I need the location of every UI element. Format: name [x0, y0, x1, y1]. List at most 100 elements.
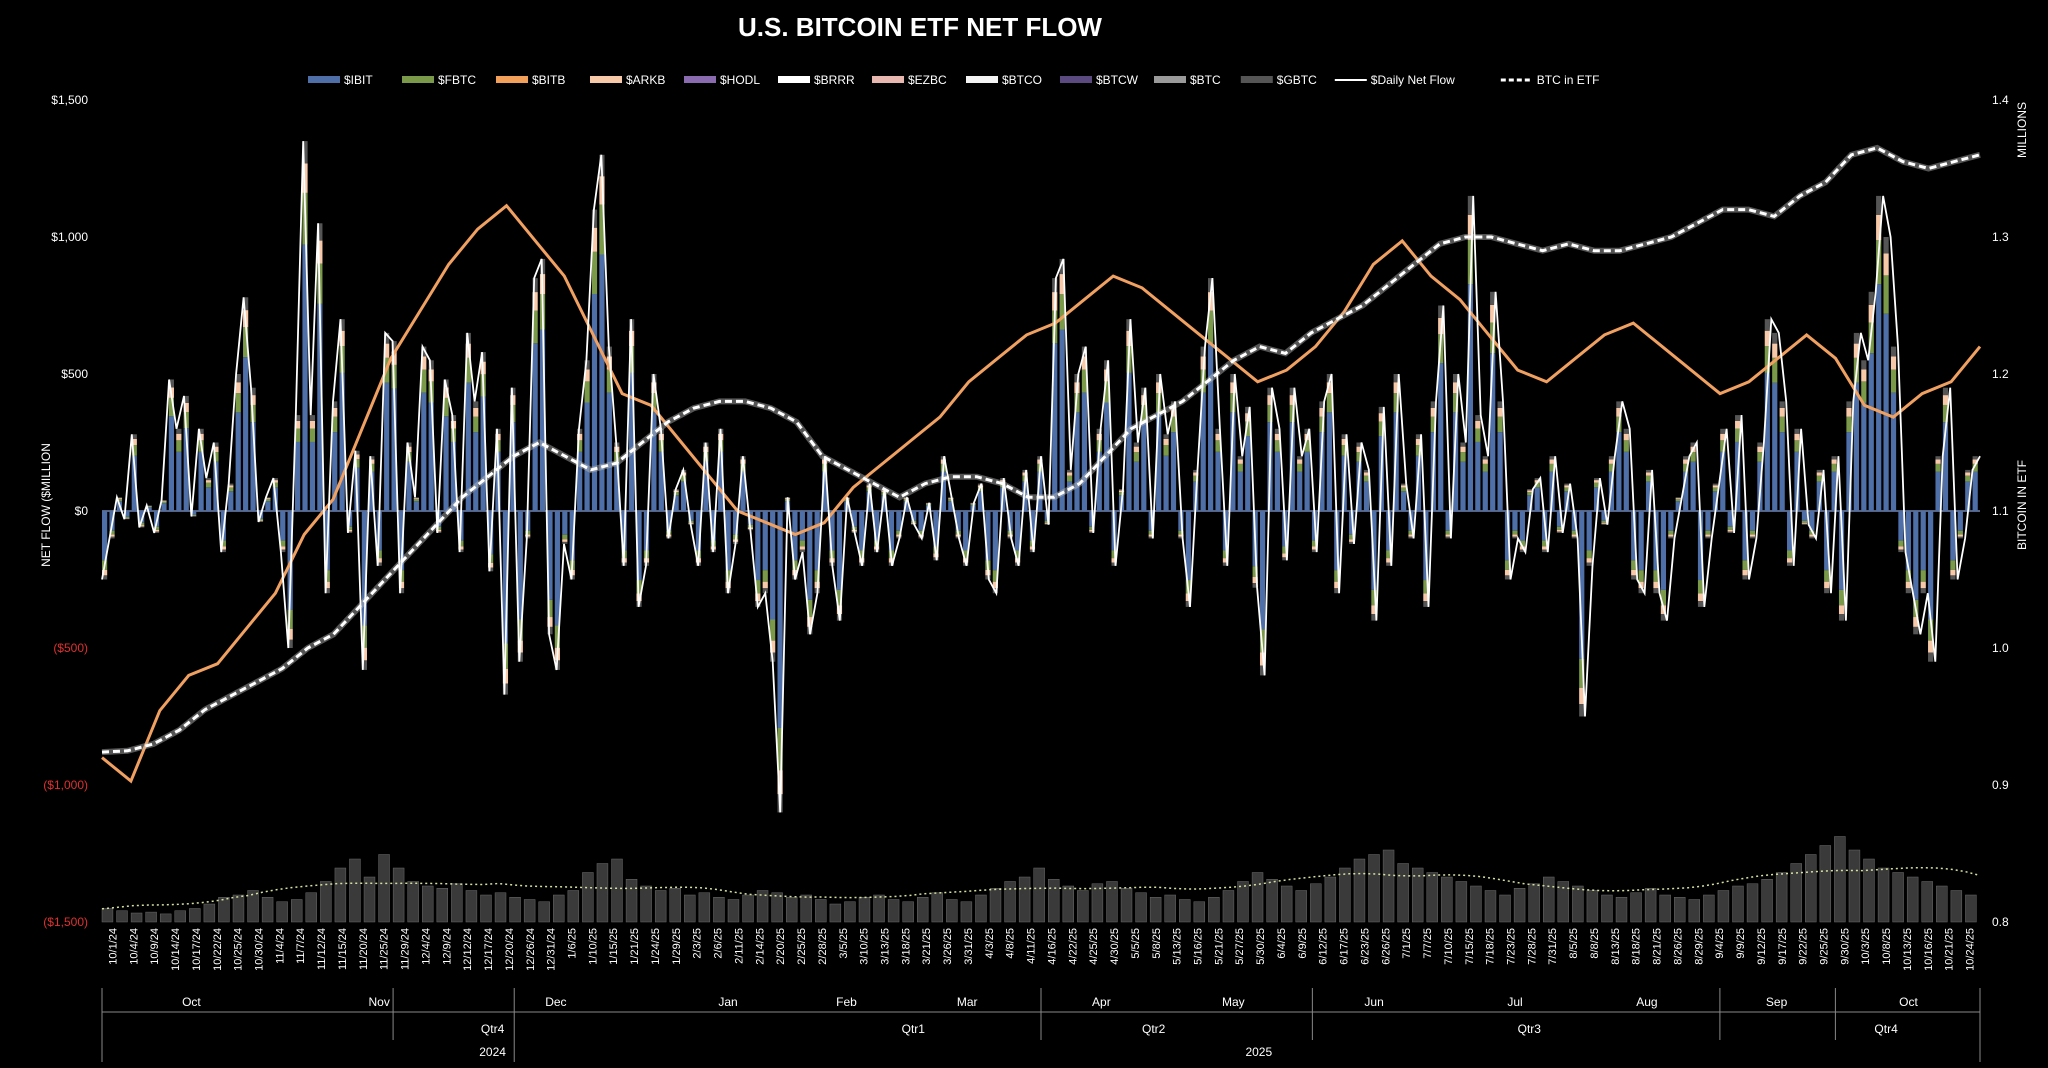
x-tick-label: 11/4/24 — [274, 928, 286, 964]
bar-other — [1564, 483, 1570, 486]
x-tick-label: 4/30/25 — [1109, 928, 1121, 965]
bar-fbtc — [421, 369, 427, 393]
x-tick-label: 2/25/25 — [796, 928, 808, 965]
volume-bar — [1179, 899, 1191, 923]
bar-fbtc — [577, 440, 583, 452]
bar-ibit — [398, 511, 405, 571]
bar-ibit — [1081, 392, 1088, 511]
bar-fbtc — [1371, 589, 1377, 606]
legend-swatch — [684, 76, 716, 83]
bar-fbtc — [1193, 475, 1199, 482]
bar-ibit — [1824, 511, 1830, 571]
bar-arkb — [1156, 382, 1162, 394]
x-tick-label: 1/29/25 — [671, 928, 683, 965]
volume-bar — [363, 876, 376, 923]
x-tick-label: 2/14/25 — [754, 928, 766, 965]
bar-arkb — [1683, 459, 1689, 464]
bar-fbtc — [1349, 534, 1355, 540]
bar-fbtc — [1237, 463, 1243, 472]
bar-arkb — [161, 500, 167, 502]
bar-arkb — [131, 438, 137, 446]
bar-ibit — [1074, 412, 1080, 511]
bar-ibit — [955, 511, 961, 531]
volume-bar — [1877, 867, 1890, 923]
bar-ibit — [1319, 432, 1325, 511]
volume-bar — [1441, 876, 1453, 923]
bar-other — [799, 549, 805, 553]
bar-ibit — [1185, 511, 1191, 581]
bar-fbtc — [963, 550, 969, 559]
legend-label: $FBTC — [438, 73, 476, 87]
x-tick-label: 10/3/25 — [1860, 928, 1872, 965]
bar-other — [1846, 401, 1852, 408]
bar-fbtc — [1148, 530, 1154, 535]
legend-swatch — [1240, 76, 1273, 83]
volume-bar — [203, 903, 216, 923]
bar-fbtc — [1594, 482, 1600, 488]
legend-swatch — [1154, 76, 1186, 83]
legend-label: $GBTC — [1277, 73, 1317, 87]
volume-bar — [596, 863, 609, 923]
bar-arkb — [1066, 472, 1073, 476]
bar-arkb — [799, 546, 805, 550]
bar-fbtc — [1890, 369, 1897, 393]
month-label: Nov — [369, 995, 390, 1009]
bar-ibit — [1245, 436, 1251, 511]
bar-ibit — [629, 372, 635, 511]
bar-other — [1705, 536, 1711, 539]
bar-other — [1556, 531, 1563, 533]
bar-fbtc — [309, 428, 316, 442]
bar-other — [1816, 469, 1822, 473]
bar-fbtc — [235, 393, 241, 413]
bar-ibit — [658, 451, 664, 511]
bar-arkb — [770, 640, 776, 653]
bar-fbtc — [1066, 475, 1073, 482]
y-axis-title-left: NET FLOW ($MILLION — [39, 443, 53, 567]
bar-arkb — [1846, 407, 1852, 417]
bar-other — [1727, 531, 1733, 533]
bar-arkb — [1571, 534, 1577, 537]
bar-fbtc — [109, 530, 115, 535]
bar-arkb — [1059, 274, 1065, 295]
x-tick-label: 3/26/25 — [942, 928, 954, 965]
bar-arkb — [1504, 569, 1511, 576]
bar-ibit — [1928, 511, 1934, 620]
bar-other — [1735, 415, 1741, 421]
bar-other — [1215, 428, 1221, 434]
bar-ibit — [896, 511, 902, 531]
bar-other — [1029, 549, 1036, 553]
bar-arkb — [124, 518, 130, 519]
bar-fbtc — [1787, 550, 1793, 559]
bar-ibit — [384, 382, 390, 511]
bar-other — [1163, 434, 1169, 439]
bar-ibit — [1727, 511, 1733, 527]
bar-arkb — [1408, 534, 1414, 537]
bar-other — [1861, 360, 1867, 370]
bar-other — [480, 352, 486, 362]
bar-arkb — [584, 369, 590, 382]
x-axis: 10/1/24 10/4/24 10/9/24 10/14/24 10/17/24 10/… — [101, 928, 1981, 1062]
bar-other — [1645, 469, 1652, 473]
legend-label: $IBIT — [344, 73, 373, 87]
bar-fbtc — [1259, 629, 1266, 653]
bar-ibit — [695, 511, 702, 551]
bar-ibit — [517, 511, 523, 620]
bar-ibit — [480, 396, 486, 511]
y-axis-left: $1,500 $1,000 $500 $0 ($500) ($1,000) ($1,500) — [43, 93, 88, 929]
legend-label: $BITB — [532, 73, 565, 87]
y-tick-label: $1,500 — [51, 93, 88, 107]
bar-arkb — [1438, 317, 1444, 335]
bar-fbtc — [1378, 421, 1384, 437]
x-tick-label: 1/10/25 — [587, 928, 599, 965]
bar-ibit — [554, 511, 560, 626]
bar-fbtc — [1838, 589, 1845, 606]
bar-fbtc — [287, 609, 293, 629]
volume-bar — [1251, 872, 1264, 923]
volume-bar — [1586, 890, 1599, 923]
bar-ibit — [1022, 481, 1028, 511]
bar-ibit — [1697, 511, 1704, 581]
x-tick-label: 10/9/24 — [149, 928, 161, 965]
bar-other — [450, 415, 457, 421]
bar-ibit — [948, 501, 954, 511]
